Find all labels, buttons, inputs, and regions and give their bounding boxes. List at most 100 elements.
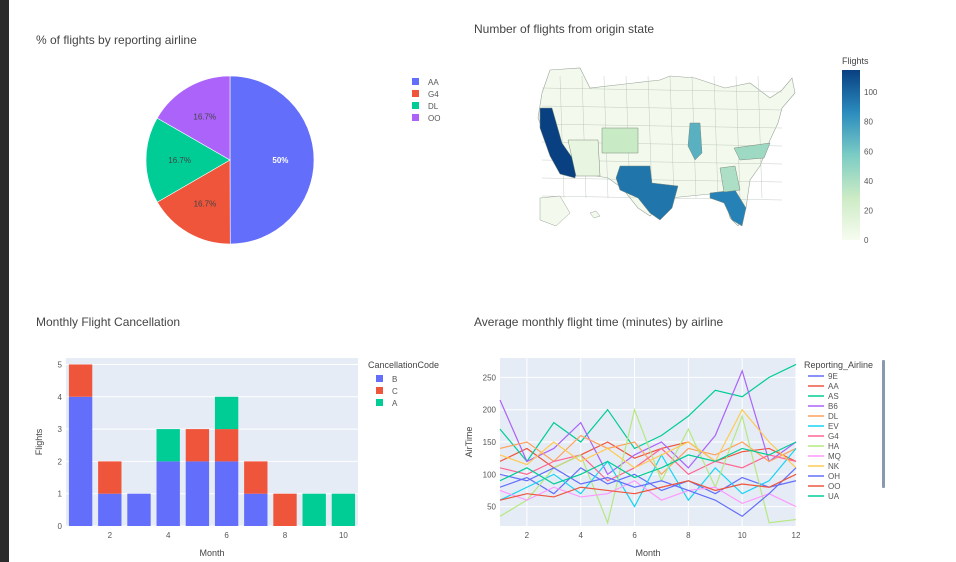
- line-series-g4: [499, 447, 797, 482]
- pie-slice-g4: [156, 159, 231, 245]
- state-nc: [733, 142, 771, 161]
- map-title: Number of flights from origin state: [474, 22, 655, 36]
- line-legend-9e: 9E: [828, 372, 838, 381]
- line-series-ha: [499, 407, 797, 525]
- bar-y-tick: 1: [58, 490, 63, 499]
- line-y-tick: 50: [487, 503, 496, 512]
- pie-legend-swatch-dl: [412, 102, 419, 109]
- bar-y-tick: 2: [58, 457, 63, 466]
- state-co: [601, 127, 639, 154]
- colorbar-tick: 40: [864, 177, 873, 186]
- state-border: [669, 75, 675, 199]
- line-x-tick: 6: [632, 531, 637, 540]
- pie-legend-swatch-g4: [412, 90, 419, 97]
- bar-chart: 0 1 2 3 4 5 2 4 6 8 10 Month Flights CancellationCode…: [34, 358, 439, 558]
- line-legend-nk: NK: [828, 462, 840, 471]
- line-x-tick: 2: [525, 531, 530, 540]
- pie-legend-swatch-oo: [412, 114, 419, 121]
- bar-c-month-6: [214, 429, 239, 462]
- bar-c-month-5: [185, 429, 210, 462]
- bar-b-month-2: [98, 493, 122, 526]
- bar-x-tick: 2: [108, 531, 113, 540]
- colorbar-tick: 20: [864, 206, 873, 215]
- bar-legend-swatch-a: [376, 399, 383, 406]
- pie-slice-aa: [229, 75, 315, 245]
- legend-scrollbar[interactable]: [882, 360, 885, 488]
- line-y-tick: 200: [483, 406, 497, 415]
- line-y-tick: 250: [483, 373, 497, 382]
- line-series-oo: [499, 473, 797, 501]
- line-series-9e: [499, 467, 797, 495]
- state-ca: [539, 107, 579, 179]
- line-legend-oh: OH: [828, 472, 840, 481]
- line-chart: 50 100 150 200 250 2 4 6 8 10 12 Month AirTime Report…: [464, 358, 885, 558]
- bar-x-tick: 6: [224, 531, 229, 540]
- state-border: [541, 177, 783, 183]
- line-x-tick: 8: [686, 531, 691, 540]
- bar-b-month-3: [127, 493, 151, 526]
- line-series-aa: [499, 441, 797, 469]
- line-legend-as: AS: [828, 392, 839, 401]
- line-title: Average monthly flight time (minutes) by…: [474, 315, 724, 329]
- state-fl: [709, 189, 747, 227]
- bar-b-month-5: [185, 461, 210, 526]
- line-legend-mq: MQ: [828, 452, 841, 461]
- state-border: [735, 75, 741, 199]
- bar-legend-swatch-c: [376, 387, 383, 394]
- pie-label-dl: 16.7%: [168, 156, 191, 165]
- line-x-tick: 10: [738, 531, 747, 540]
- bar-y-tick: 0: [58, 522, 63, 531]
- line-series-oh: [499, 467, 797, 518]
- bar-x-title: Month: [199, 548, 224, 558]
- line-series-nk: [499, 408, 797, 469]
- line-legend-aa: AA: [828, 382, 839, 391]
- bar-legend-c: C: [392, 387, 398, 396]
- bar-c-month-2: [98, 461, 122, 494]
- state-border: [541, 123, 783, 129]
- line-x-tick: 4: [579, 531, 584, 540]
- line-series-ev: [499, 448, 797, 508]
- state-az: [567, 139, 601, 177]
- pie-label-g4: 16.7%: [194, 200, 217, 209]
- state-border: [713, 75, 719, 199]
- bar-c-month-7: [244, 461, 268, 494]
- bar-y-title: Flights: [34, 428, 44, 455]
- line-legend-oo: OO: [828, 482, 840, 491]
- line-legend-ua: UA: [828, 492, 840, 501]
- line-legend-dl: DL: [828, 412, 839, 421]
- line-legend-ev: EV: [828, 422, 839, 431]
- bar-x-tick: 10: [339, 531, 348, 540]
- bar-b-month-7: [244, 493, 268, 526]
- bar-title: Monthly Flight Cancellation: [36, 315, 181, 329]
- bar-x-tick: 4: [166, 531, 171, 540]
- bar-y-tick: 4: [58, 393, 63, 402]
- bar-x-tick: 8: [283, 531, 288, 540]
- line-legend-ha: HA: [828, 442, 840, 451]
- bar-legend-swatch-b: [376, 375, 383, 382]
- pie-title: % of flights by reporting airline: [36, 33, 197, 47]
- pie-chart: 50% AA 16.7% G4 16.7% DL 16.7% OO: [145, 75, 440, 245]
- state-border: [541, 105, 783, 111]
- bar-a-month-6: [214, 396, 239, 430]
- colorbar-tick: 80: [864, 118, 873, 127]
- pie-legend-g4: G4: [428, 90, 439, 99]
- state-border: [559, 75, 565, 199]
- state-il: [687, 122, 703, 161]
- bar-b-month-6: [214, 461, 239, 526]
- bar-legend-a: A: [392, 399, 398, 408]
- pie-label-oo: 16.7%: [193, 112, 216, 121]
- line-series-b6: [499, 369, 797, 476]
- line-x-tick: 12: [792, 531, 801, 540]
- colorbar-tick: 0: [864, 236, 869, 245]
- bar-b-month-4: [156, 461, 180, 526]
- bar-a-month-4: [156, 429, 180, 462]
- bar-y-tick: 5: [58, 360, 63, 369]
- state-border: [757, 75, 763, 199]
- state-ak: [539, 195, 571, 227]
- bar-legend-title: CancellationCode: [368, 360, 439, 370]
- line-y-title: AirTime: [464, 427, 474, 458]
- map-chart: Flights 100 80 60 40 20 0: [537, 56, 878, 245]
- bar-c-month-8: [273, 493, 297, 526]
- line-legend-g4: G4: [828, 432, 839, 441]
- bar-c-month-1: [68, 364, 93, 397]
